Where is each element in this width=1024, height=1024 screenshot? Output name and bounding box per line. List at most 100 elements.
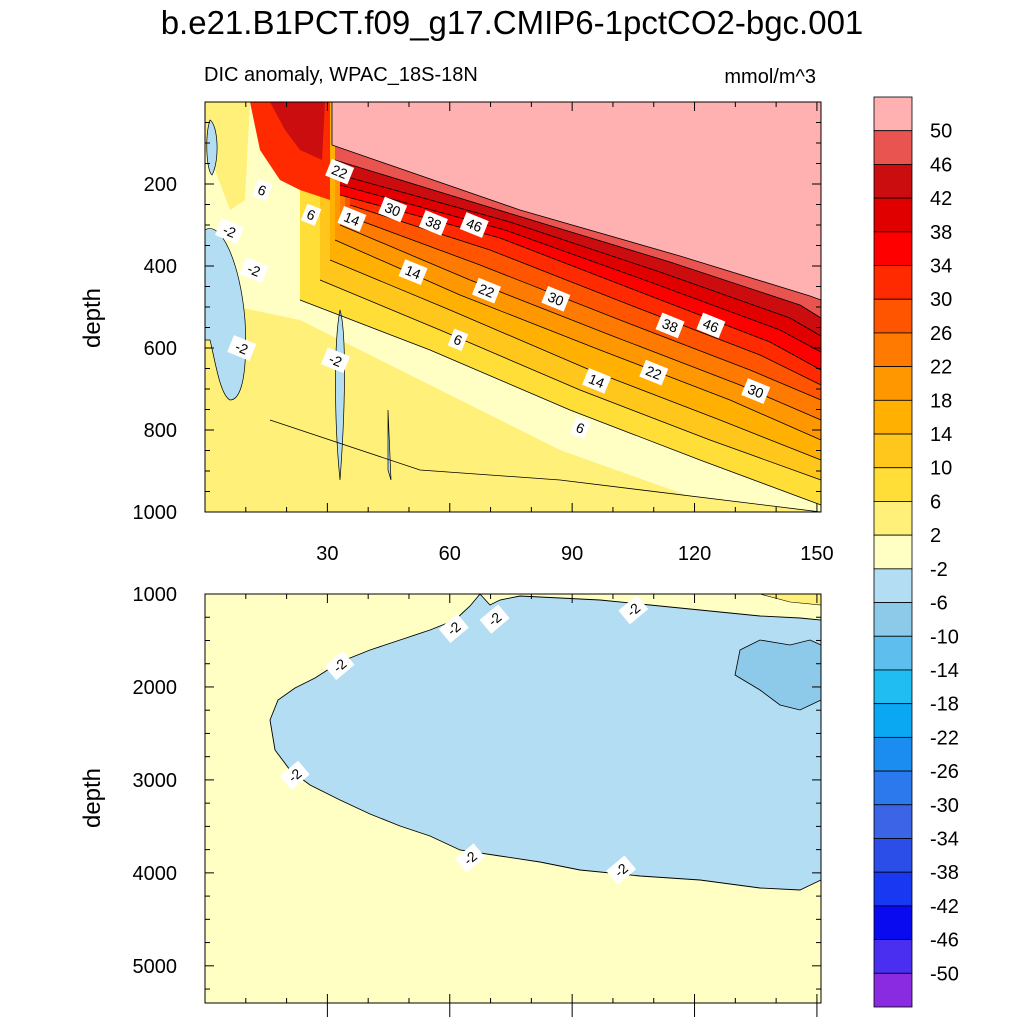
y-tick-label: 4000 <box>133 863 178 885</box>
contour-label: 38 <box>418 210 448 236</box>
contour-label: -2 <box>239 257 269 283</box>
contour-label: 30 <box>541 285 571 312</box>
y-tick-label: 200 <box>144 174 177 196</box>
colorbar-label: -10 <box>930 626 959 648</box>
colorbar-swatch <box>873 838 913 873</box>
contour-label: 22 <box>325 158 355 185</box>
contour-label: -2 <box>321 347 351 374</box>
colorbar-swatch <box>873 972 913 1008</box>
lower-panel: 1000 2000 3000 4000 5000 -2 -2 -2 -2 -2 -2 -2 <box>133 584 822 1017</box>
contour-42 <box>339 174 822 337</box>
contour-label: 6 <box>447 328 469 351</box>
contour-label-bg <box>324 650 355 681</box>
contour-label-text: -2 <box>245 260 263 280</box>
colorbar-swatch <box>873 265 913 300</box>
colorbar-swatch <box>873 332 913 368</box>
upper-contour-lines <box>269 102 822 513</box>
contour-label-bg <box>378 196 408 223</box>
y-tick-label: 600 <box>144 338 177 360</box>
colorbar-swatch <box>873 804 913 839</box>
colorbar-swatch <box>873 433 913 469</box>
contour-46 <box>334 159 822 319</box>
contour-label-bg <box>459 212 489 238</box>
colorbar-swatch <box>873 905 913 940</box>
contour-30 <box>349 204 822 386</box>
lower-frame <box>204 593 822 1004</box>
contour-50 <box>331 102 822 301</box>
contour-label-bg <box>582 367 612 394</box>
colorbar-label: 50 <box>930 121 952 143</box>
y-tick-label: 800 <box>144 420 177 442</box>
contour-label-bg <box>479 604 510 634</box>
contour-label: 14 <box>582 367 612 394</box>
main-title: b.e21.B1PCT.f09_g17.CMIP6-1pctCO2-bgc.00… <box>160 4 864 41</box>
contour-label-text: 38 <box>660 315 681 336</box>
colorbar-swatch <box>873 164 913 199</box>
contour-label-bg <box>455 843 486 873</box>
colorbar: 50 46 42 38 34 30 26 22 18 14 10 6 2 -2 -6 -10 -14 -18 -22… <box>873 96 959 1008</box>
contour-label-bg <box>696 312 726 339</box>
contour-label: 6 <box>251 178 273 202</box>
colorbar-swatch <box>873 399 913 435</box>
contour-label: 30 <box>378 196 408 223</box>
contour-label: 22 <box>471 277 501 304</box>
y-tick-label: 1000 <box>133 584 178 606</box>
contour-label-bg <box>418 210 448 236</box>
contour-label-text: 30 <box>546 288 567 309</box>
colorbar-swatch <box>873 703 913 738</box>
contour-label-text: 30 <box>382 199 403 220</box>
contour-label-bg <box>214 218 244 244</box>
units-label: mmol/m^3 <box>724 66 816 88</box>
contour-label-bg <box>251 178 273 202</box>
contour-label-bg <box>471 277 501 304</box>
contour-label-text: -2 <box>327 351 345 371</box>
contour-label: -2 <box>279 760 310 790</box>
contour-label-bg <box>541 285 571 312</box>
contour-34 <box>339 194 822 371</box>
colorbar-swatch <box>873 467 913 502</box>
contour-label-bg <box>227 335 257 361</box>
surface-blob-core <box>270 102 325 160</box>
colorbar-label: 46 <box>930 154 952 176</box>
colorbar-label: 10 <box>930 458 952 480</box>
colorbar-swatch <box>873 871 913 907</box>
contour-label-bg <box>655 312 685 339</box>
contour-label: 14 <box>398 259 428 285</box>
lower-axis-ticks: 1000 2000 3000 4000 5000 <box>133 584 821 1017</box>
contour-label-bg <box>606 855 637 885</box>
band-50 <box>332 102 821 300</box>
colorbar-label: -2 <box>930 559 948 581</box>
contour-label-bg <box>321 347 351 374</box>
colorbar-swatch <box>873 197 913 233</box>
contour-2 <box>269 419 822 513</box>
contour-label-text: -2 <box>233 338 251 358</box>
contour-label: -2 <box>606 855 637 885</box>
upper-axis-ticks: 30 60 90 120 150 200 400 600 800 1000 <box>133 101 834 565</box>
contour-26 <box>344 214 822 401</box>
y-tick-label: 400 <box>144 256 177 278</box>
contour-label: -2 <box>479 604 510 634</box>
contour-label-bg <box>618 595 649 625</box>
x-tick-label: 150 <box>800 543 833 565</box>
contour-label-bg <box>438 613 469 644</box>
colorbar-label: -6 <box>930 593 948 615</box>
contour-label-text: 30 <box>746 381 767 402</box>
negative-lobe-left <box>204 228 246 401</box>
colorbar-label: -46 <box>930 930 959 952</box>
colorbar-label: -14 <box>930 660 959 682</box>
contour-label: 46 <box>459 212 489 238</box>
y-tick-label: 5000 <box>133 956 178 978</box>
contour-label-text: 22 <box>644 362 665 383</box>
colorbar-swatch <box>873 602 913 637</box>
colorbar-label: -18 <box>930 694 959 716</box>
colorbar-label: 6 <box>930 491 941 513</box>
contour-label-bg <box>569 416 591 440</box>
contour-label: 6 <box>300 203 322 226</box>
colorbar-label: 18 <box>930 390 952 412</box>
colorbar-swatch <box>873 231 913 266</box>
contour-label: -2 <box>227 335 257 361</box>
x-tick-label: 90 <box>561 543 583 565</box>
colorbar-swatch <box>873 568 913 603</box>
contour-label-text: 14 <box>403 262 424 283</box>
